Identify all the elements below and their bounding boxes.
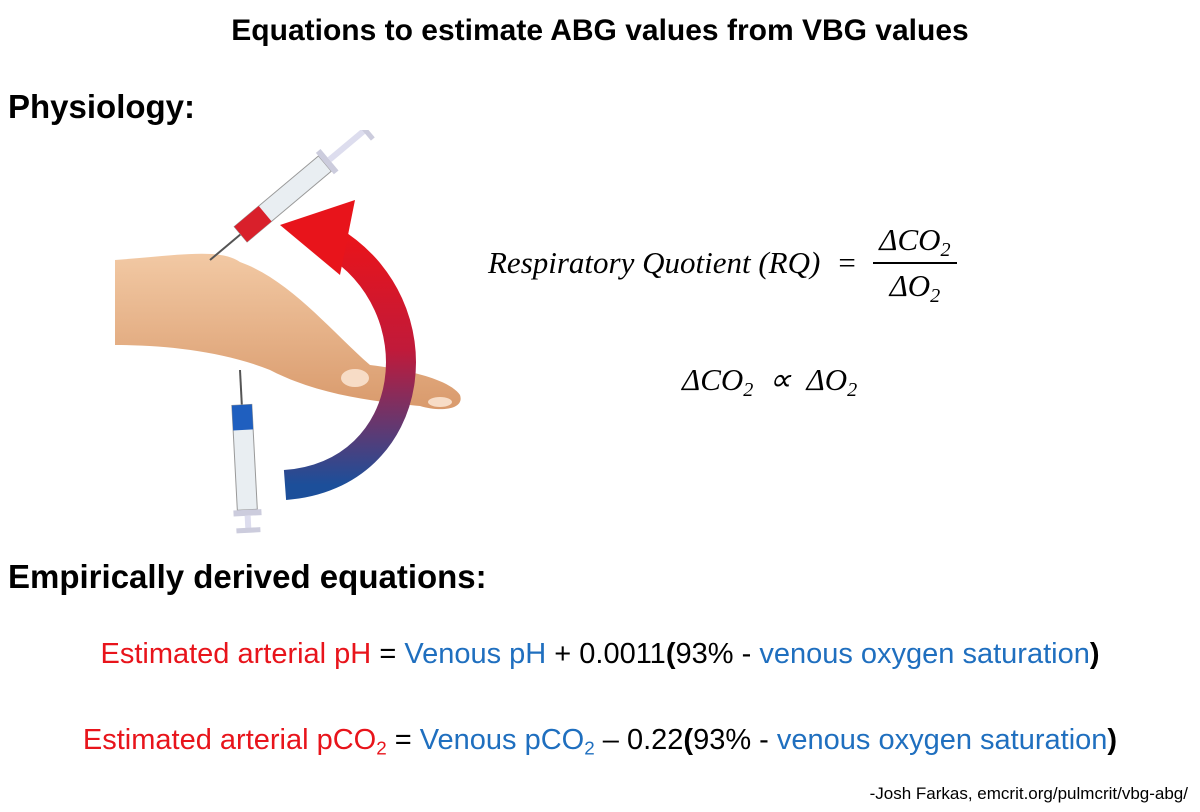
equals: = — [836, 245, 858, 280]
text-run: Estimated arterial pCO — [82, 724, 377, 756]
text-run: + 0.0011 — [546, 638, 666, 670]
subscript: 2 — [847, 379, 858, 402]
text-run: ΔO — [889, 268, 931, 303]
arrow — [283, 227, 416, 500]
text-run: ( — [683, 724, 694, 756]
section-heading: Empirically derived equations: — [8, 558, 487, 595]
text-run: ΔCO — [682, 362, 744, 397]
arterial-syringe — [209, 130, 375, 261]
fingernail — [428, 397, 452, 407]
fraction: ΔCO2 ΔO2 — [873, 222, 957, 308]
equation: Estimated arterial pCO2 = Venous pCO2 – … — [0, 724, 1200, 759]
text-run: Venous pH — [404, 638, 547, 670]
section-heading: Physiology: — [8, 88, 196, 125]
denominator: ΔO2 — [884, 264, 947, 308]
venous-syringe — [231, 369, 262, 534]
subscript: 2 — [930, 285, 941, 308]
hand — [115, 253, 461, 410]
text-run: 93% - — [693, 724, 777, 756]
subscript: 2 — [376, 737, 387, 759]
text-run: venous oxygen saturation — [776, 724, 1108, 756]
text-run: ΔO — [806, 362, 848, 397]
credit: -Josh Farkas, emcrit.org/pulmcrit/vbg-ab… — [869, 784, 1188, 803]
text-run: – 0.22 — [594, 724, 684, 756]
illustration — [115, 130, 461, 534]
rq-formula: Respiratory Quotient (RQ) = ΔCO2 ΔO2 — [488, 222, 957, 308]
text-run: venous oxygen saturation — [759, 638, 1090, 670]
text-run: Venous pCO — [419, 724, 585, 756]
text-run: ΔCO — [879, 222, 941, 257]
equation: Estimated arterial pH = Venous pH + 0.00… — [0, 638, 1200, 671]
text-run: ( — [665, 638, 676, 670]
title: Equations to estimate ABG values from VB… — [231, 14, 969, 47]
subscript: 2 — [743, 379, 754, 402]
formula-lhs: Respiratory Quotient (RQ) — [488, 245, 820, 281]
arrow-head — [280, 200, 355, 275]
proportionality: ΔCO2 ∝ ΔO2 — [682, 362, 858, 402]
text-run: ) — [1107, 724, 1118, 756]
text-run: ) — [1089, 638, 1100, 670]
text-run: ∝ — [753, 362, 807, 397]
numerator: ΔCO2 — [873, 222, 957, 264]
subscript: 2 — [940, 239, 951, 262]
text-run: = — [371, 638, 405, 670]
text-run: Respiratory Quotient (RQ) — [488, 245, 821, 280]
subscript: 2 — [584, 737, 595, 759]
text-run: Estimated arterial pH — [100, 638, 372, 670]
text-run: = — [386, 724, 420, 756]
fingernail — [341, 369, 369, 387]
text-run: 93% - — [675, 638, 760, 670]
